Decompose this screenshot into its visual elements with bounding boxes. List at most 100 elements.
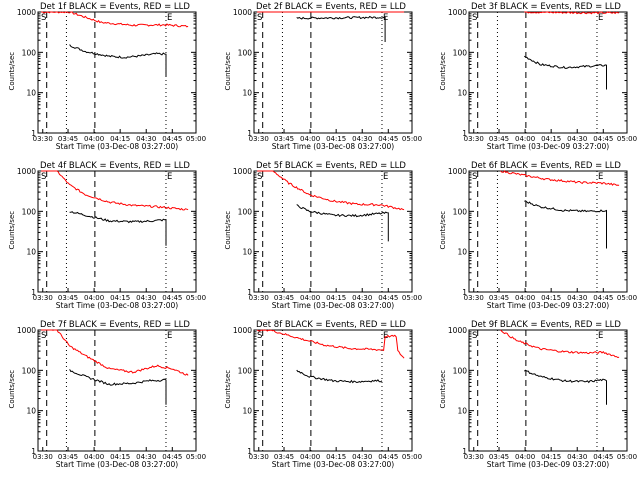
- lld-series: [257, 170, 405, 211]
- plot-frame: [253, 170, 413, 293]
- x-tick-label: 05:00: [402, 294, 422, 302]
- x-axis-label: Start Time (03-Dec-08 03:27:00): [272, 142, 394, 151]
- x-tick-label: 03:30: [249, 453, 269, 461]
- panel-det-6: Det 6f BLACK = Events, RED = LLD Counts/s…: [439, 161, 637, 310]
- events-series: [296, 369, 383, 384]
- x-tick-label: 05:00: [402, 135, 422, 143]
- events-series: [296, 15, 386, 42]
- y-axis-label: Counts/sec: [8, 211, 16, 250]
- x-tick-label: 05:00: [186, 294, 206, 302]
- y-tick-label: 1000: [233, 8, 252, 17]
- events-series: [69, 44, 167, 77]
- x-tick-label: 04:30: [567, 453, 587, 461]
- panel-det-2: Det 2f BLACK = Events, RED = LLD Counts/s…: [224, 2, 422, 151]
- x-tick-label: 04:45: [593, 453, 613, 461]
- x-tick-label: 03:30: [33, 135, 53, 143]
- x-tick-label: 05:00: [617, 294, 637, 302]
- x-axis-label: Start Time (03-Dec-08 03:27:00): [56, 460, 178, 469]
- x-tick-label: 04:30: [136, 294, 156, 302]
- x-tick-label: 03:30: [33, 453, 53, 461]
- x-tick-label: 04:15: [541, 294, 561, 302]
- x-tick-label: 04:45: [593, 294, 613, 302]
- plot-title: Det 7f BLACK = Events, RED = LLD: [40, 320, 190, 330]
- end-marker: E: [167, 331, 172, 341]
- x-tick-label: 04:00: [84, 453, 104, 461]
- events-series: [524, 200, 607, 249]
- y-tick-label: 10: [242, 89, 252, 98]
- y-axis-label: Counts/sec: [439, 52, 447, 91]
- x-tick-label: 03:45: [489, 135, 509, 143]
- end-marker: E: [167, 172, 172, 182]
- plot-frame: [468, 170, 628, 293]
- events-series: [296, 204, 389, 242]
- x-tick-label: 03:30: [33, 294, 53, 302]
- y-tick-label: 1: [247, 288, 252, 297]
- x-tick-label: 04:15: [110, 135, 130, 143]
- y-axis-label: Counts/sec: [224, 211, 232, 250]
- start-marker: S: [41, 331, 46, 341]
- plot-title: Det 9f BLACK = Events, RED = LLD: [471, 320, 621, 330]
- x-tick-label: 04:15: [326, 294, 346, 302]
- panel-det-7: Det 7f BLACK = Events, RED = LLD Counts/s…: [8, 320, 206, 469]
- x-tick-label: 03:45: [58, 453, 78, 461]
- x-tick-label: 04:30: [136, 135, 156, 143]
- x-axis-label: Start Time (03-Dec-08 03:27:00): [272, 460, 394, 469]
- x-tick-label: 04:00: [84, 135, 104, 143]
- x-tick-label: 04:45: [378, 294, 398, 302]
- x-tick-label: 04:00: [515, 135, 535, 143]
- y-tick-label: 1: [31, 447, 36, 456]
- start-marker: S: [257, 331, 262, 341]
- y-axis-label: Counts/sec: [224, 52, 232, 91]
- plot-frame: [468, 11, 628, 134]
- lld-series: [41, 170, 189, 211]
- x-tick-label: 05:00: [617, 453, 637, 461]
- y-tick-label: 10: [242, 248, 252, 257]
- x-tick-label: 04:30: [352, 294, 372, 302]
- plot-frame: [468, 329, 628, 452]
- y-tick-label: 1: [247, 129, 252, 138]
- events-series: [523, 369, 607, 405]
- plot-frame: [253, 329, 413, 452]
- y-tick-label: 100: [453, 207, 468, 216]
- panel-det-3: Det 3f BLACK = Events, RED = LLD Counts/s…: [439, 2, 637, 151]
- x-tick-label: 04:00: [300, 135, 320, 143]
- y-tick-label: 100: [238, 207, 253, 216]
- y-tick-label: 10: [242, 407, 252, 416]
- x-tick-label: 04:15: [110, 453, 130, 461]
- y-tick-label: 10: [457, 407, 467, 416]
- panel-det-1: Det 1f BLACK = Events, RED = LLD Counts/s…: [8, 2, 206, 151]
- y-tick-label: 1: [462, 447, 467, 456]
- x-tick-label: 04:30: [352, 453, 372, 461]
- end-marker: E: [383, 172, 388, 182]
- y-axis-label: Counts/sec: [8, 370, 16, 409]
- x-tick-label: 03:45: [489, 453, 509, 461]
- x-tick-label: 05:00: [617, 135, 637, 143]
- x-tick-label: 03:30: [249, 294, 269, 302]
- y-tick-label: 1000: [17, 8, 36, 17]
- y-tick-label: 100: [238, 366, 253, 375]
- x-tick-label: 03:30: [464, 294, 484, 302]
- y-tick-label: 10: [457, 89, 467, 98]
- x-tick-label: 04:15: [541, 453, 561, 461]
- y-tick-label: 100: [238, 48, 253, 57]
- x-tick-label: 04:15: [541, 135, 561, 143]
- x-tick-label: 04:30: [352, 135, 372, 143]
- y-tick-label: 100: [22, 366, 37, 375]
- x-tick-label: 04:15: [326, 135, 346, 143]
- plot-frame: [253, 11, 413, 134]
- y-tick-label: 10: [26, 248, 36, 257]
- x-tick-label: 05:00: [186, 453, 206, 461]
- x-tick-label: 04:45: [162, 294, 182, 302]
- lld-series: [256, 329, 405, 359]
- y-tick-label: 1000: [233, 326, 252, 335]
- y-tick-label: 1000: [448, 326, 467, 335]
- x-tick-label: 04:45: [162, 135, 182, 143]
- plot-title: Det 4f BLACK = Events, RED = LLD: [40, 161, 190, 171]
- y-axis-label: Counts/sec: [439, 370, 447, 409]
- y-tick-label: 10: [26, 407, 36, 416]
- x-tick-label: 04:00: [84, 294, 104, 302]
- plot-title: Det 5f BLACK = Events, RED = LLD: [256, 161, 406, 171]
- events-series: [523, 55, 607, 90]
- panel-det-8: Det 8f BLACK = Events, RED = LLD Counts/s…: [224, 320, 422, 469]
- x-tick-label: 03:45: [58, 135, 78, 143]
